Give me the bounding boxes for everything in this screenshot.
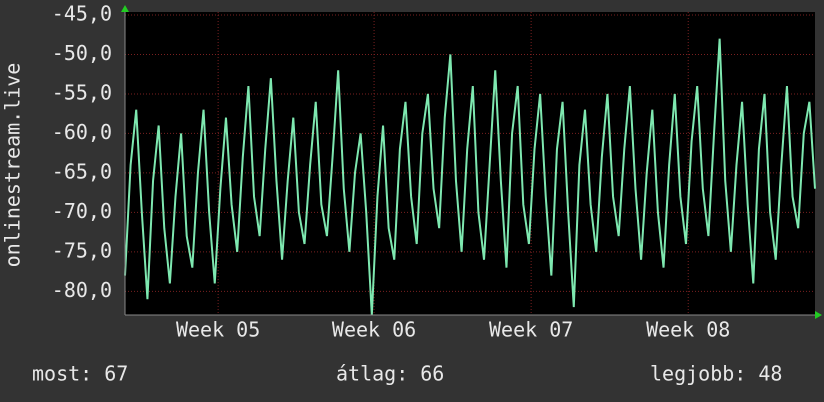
x-tick-label: Week 05 [176,318,260,342]
stat-label: átlag: [336,362,408,386]
x-tick-label: Week 06 [332,318,416,342]
data-line [124,38,816,316]
y-tick-label: -55,0 [52,80,112,104]
stat-value: 67 [104,362,128,386]
x-tick-label: Week 08 [646,318,730,342]
plot-area [125,12,815,315]
axis-arrow [815,311,822,319]
y-tick-label: -65,0 [52,159,112,183]
y-tick-label: -70,0 [52,199,112,223]
stat-label: legjobb: [650,362,746,386]
y-tick-label: -80,0 [52,278,112,302]
y-tick-label: -60,0 [52,120,112,144]
y-tick-label: -75,0 [52,238,112,262]
x-tick-label: Week 07 [489,318,573,342]
y-tick-label: -45,0 [52,2,112,26]
y-tick-label: -50,0 [52,41,112,65]
stat-value: 66 [420,362,444,386]
stat-label: most: [32,362,92,386]
y-axis-label: onlinestream.live [1,63,25,268]
stat-value: 48 [758,362,782,386]
axis-arrow [121,5,129,12]
